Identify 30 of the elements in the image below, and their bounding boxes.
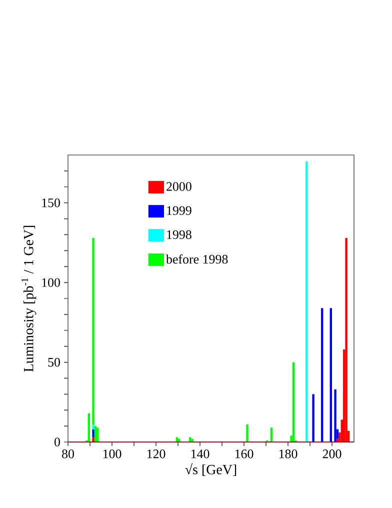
y-tick-label: 0 — [54, 438, 60, 446]
legend-label: before 1998 — [166, 254, 228, 264]
y-tick-label: 150 — [42, 198, 60, 208]
x-tick-label: 140 — [191, 450, 210, 458]
x-tick-label: 120 — [147, 450, 166, 458]
bar — [246, 424, 248, 442]
x-tick-label: 200 — [322, 450, 342, 458]
bar — [92, 238, 94, 424]
y-tick-label: 100 — [42, 278, 60, 287]
bar — [312, 394, 314, 442]
bar — [306, 161, 308, 442]
bar — [345, 238, 348, 442]
bar — [292, 362, 295, 442]
x-tick-label: 160 — [235, 450, 254, 458]
legend-label: 1998 — [167, 230, 192, 240]
x-axis-title: √s [GeV] — [185, 463, 236, 476]
bar — [334, 389, 336, 442]
bar — [92, 424, 94, 430]
y-axis-title: Luminosity [pb$^{-1}$ / 1 GeV] — [22, 226, 36, 372]
legend-label: 1999 — [167, 206, 192, 215]
x-tick-label: 180 — [279, 450, 298, 458]
bar — [92, 437, 94, 442]
bar — [96, 428, 99, 442]
bar — [330, 308, 332, 442]
x-tick-label: 80 — [62, 450, 74, 458]
bar — [321, 308, 324, 442]
x-tick-label: 100 — [103, 450, 122, 458]
y-tick-label: 50 — [48, 358, 60, 367]
legend-label: 2000 — [166, 182, 192, 191]
bar — [92, 429, 94, 438]
